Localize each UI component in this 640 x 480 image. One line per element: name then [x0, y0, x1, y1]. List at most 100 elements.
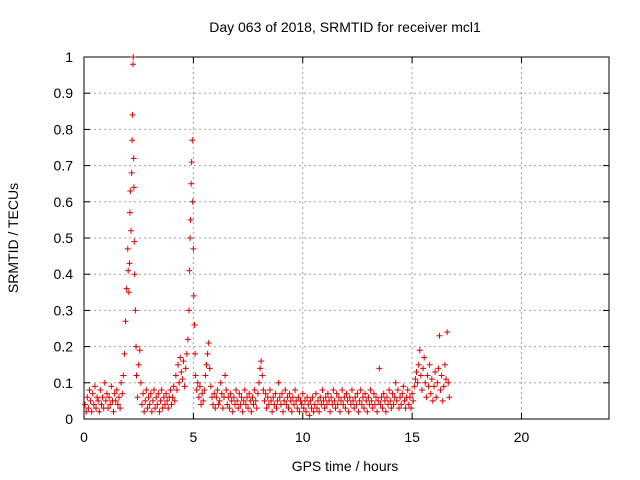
data-point	[423, 394, 430, 401]
data-point	[339, 387, 346, 394]
data-point	[125, 267, 132, 274]
data-point	[381, 397, 388, 404]
data-point	[88, 408, 95, 415]
data-point	[446, 394, 453, 401]
data-point	[193, 387, 200, 394]
data-point	[370, 390, 377, 397]
data-point	[161, 401, 168, 408]
data-point	[178, 368, 185, 375]
data-point	[292, 387, 299, 394]
y-tick-label: 0.6	[54, 194, 74, 210]
data-point	[382, 408, 389, 415]
data-point	[89, 390, 96, 397]
x-tick-label: 5	[189, 429, 197, 445]
data-point	[194, 379, 201, 386]
data-point	[438, 372, 445, 379]
data-point	[262, 390, 269, 397]
data-point	[253, 405, 260, 412]
data-point	[114, 401, 121, 408]
data-point	[213, 394, 220, 401]
data-point	[434, 379, 441, 386]
data-point	[217, 379, 224, 386]
data-point	[304, 394, 311, 401]
data-point	[196, 383, 203, 390]
data-point	[260, 387, 267, 394]
data-point	[324, 390, 331, 397]
data-point	[201, 387, 208, 394]
data-point	[189, 198, 196, 205]
data-point	[107, 401, 114, 408]
data-point	[155, 390, 162, 397]
x-tick-label: 0	[80, 429, 88, 445]
data-point	[95, 397, 102, 404]
data-point	[323, 401, 330, 408]
data-point	[105, 405, 112, 412]
data-point	[272, 390, 279, 397]
data-point	[121, 350, 128, 357]
data-point	[383, 394, 390, 401]
data-point	[274, 397, 281, 404]
data-point	[333, 390, 340, 397]
data-point	[270, 394, 277, 401]
data-point	[345, 408, 352, 415]
data-point	[376, 365, 383, 372]
data-point	[250, 401, 257, 408]
data-point	[129, 111, 136, 118]
data-point	[426, 361, 433, 368]
data-point	[305, 401, 312, 408]
data-point	[93, 405, 100, 412]
data-point	[212, 405, 219, 412]
data-point	[418, 387, 425, 394]
data-point	[96, 408, 103, 415]
data-point	[176, 379, 183, 386]
data-point	[322, 394, 329, 401]
data-point	[269, 408, 276, 415]
data-point	[187, 216, 194, 223]
data-point	[332, 405, 339, 412]
data-point	[153, 394, 160, 401]
data-point	[225, 394, 232, 401]
data-point	[329, 401, 336, 408]
chart-title: Day 063 of 2018, SRMTID for receiver mcl…	[209, 19, 481, 35]
data-point	[158, 387, 165, 394]
data-point	[331, 397, 338, 404]
data-point	[170, 383, 177, 390]
data-point	[373, 394, 380, 401]
data-point	[437, 387, 444, 394]
data-point	[400, 383, 407, 390]
data-point	[102, 397, 109, 404]
data-point	[256, 379, 262, 386]
data-point	[309, 394, 316, 401]
data-point	[172, 372, 179, 379]
data-point	[328, 394, 335, 401]
data-point	[152, 405, 159, 412]
y-axis-label: SRMTID / TECUs	[5, 183, 21, 293]
data-point	[396, 405, 402, 412]
data-point	[338, 397, 345, 404]
data-point	[401, 397, 408, 404]
data-point	[421, 354, 428, 361]
data-point	[254, 390, 261, 397]
data-point	[435, 365, 442, 372]
data-point	[284, 394, 291, 401]
data-point	[164, 397, 171, 404]
data-point	[199, 390, 206, 397]
data-point	[392, 379, 399, 386]
data-point	[159, 405, 166, 412]
y-tick-label: 0.2	[54, 339, 74, 355]
data-point	[103, 390, 110, 397]
data-point	[425, 383, 432, 390]
data-point	[200, 397, 207, 404]
data-point	[186, 307, 192, 314]
plot-border	[83, 56, 610, 420]
data-point	[263, 405, 270, 412]
data-point	[184, 336, 191, 343]
data-point	[296, 408, 303, 415]
y-tick-label: 0.4	[54, 266, 74, 282]
data-point	[137, 379, 144, 386]
data-point	[387, 397, 394, 404]
data-point	[397, 394, 404, 401]
data-point	[427, 390, 434, 397]
data-point	[266, 387, 273, 394]
data-point	[299, 390, 306, 397]
